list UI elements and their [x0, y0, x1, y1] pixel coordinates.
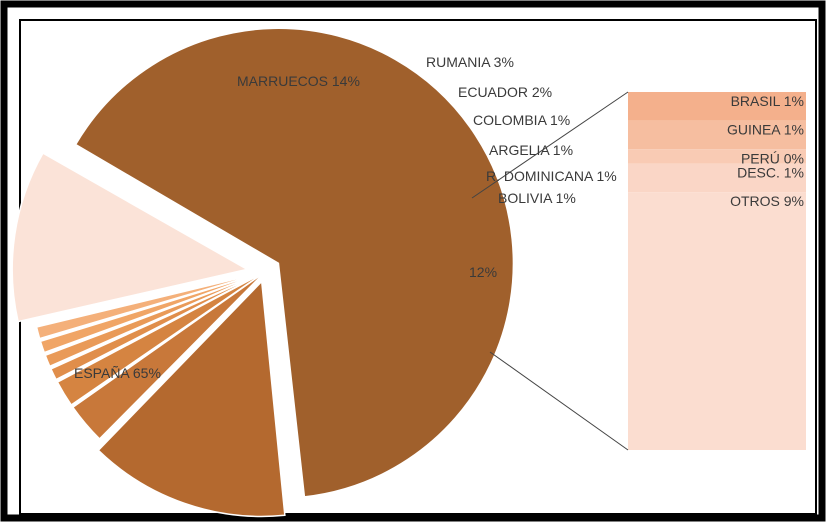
pie-slice-item-8: [11, 152, 250, 323]
data-labels: ESPAÑA 65% MARRUECOS 14% RUMANIA 3% ECUADOR…: [74, 54, 804, 381]
slice-label-bolivia: BOLIVIA 1%: [498, 190, 576, 206]
slice-label-r-dominicana: R. DOMINICANA 1%: [486, 168, 617, 184]
slice-label-ecuador: ECUADOR 2%: [458, 84, 552, 100]
pie-slice-r-dominicana: [39, 271, 266, 354]
bar-segment-guinea: [628, 120, 806, 150]
pie-slice-ecuador: [56, 271, 266, 406]
connector-line-bottom: [489, 351, 629, 451]
breakdown-bar: [628, 92, 806, 451]
slice-label-marruecos: MARRUECOS 14%: [237, 73, 360, 89]
bar-segment-otros: [628, 192, 806, 451]
slice-label-argelia: ARGELIA 1%: [489, 142, 573, 158]
pie-slice-rumania: [71, 271, 266, 440]
pie-slice-espana: [74, 27, 515, 498]
connector-lines: [471, 91, 629, 451]
bar-segment-desc: [628, 163, 806, 193]
bar-label-brasil: BRASIL 1%: [731, 93, 804, 109]
pie-slices: [11, 27, 515, 518]
connector-line-top: [471, 91, 629, 199]
slice-label-colombia: COLOMBIA 1%: [473, 112, 570, 128]
bar-label-guinea: GUINEA 1%: [727, 122, 804, 138]
pie-slice-argelia: [44, 271, 266, 368]
bar-label-desc: DESC. 1%: [737, 165, 804, 181]
pie-slice-bolivia: [35, 271, 266, 340]
slice-label-item-8: 12%: [469, 264, 497, 280]
pie-slice-colombia: [49, 271, 266, 381]
bar-segment-brasil: [628, 92, 806, 121]
bar-label-peru: PERÚ 0%: [741, 150, 804, 166]
bar-segment-peru: [628, 149, 806, 164]
slice-label-espana: ESPAÑA 65%: [74, 365, 161, 381]
bar-label-otros: OTROS 9%: [730, 193, 804, 209]
pie-slice-marruecos: [97, 279, 286, 518]
slice-label-rumania: RUMANIA 3%: [426, 54, 514, 70]
